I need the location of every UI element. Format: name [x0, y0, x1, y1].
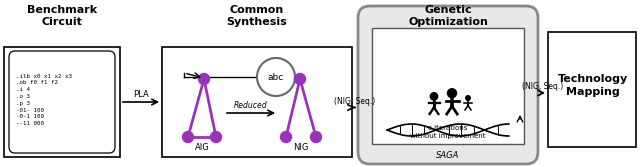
Circle shape	[211, 131, 221, 142]
Text: AIG: AIG	[195, 143, 209, 152]
Text: Reduced: Reduced	[234, 101, 268, 110]
Circle shape	[465, 95, 471, 101]
Text: Benchmark
Circuit: Benchmark Circuit	[27, 5, 97, 27]
Bar	[372, 28, 524, 144]
Text: .ilb x0 x1 x2 x3
.ob f0 f1 f2
.i 4
.o 3
.p 3
-01- 100
-0-1 100
--11 000: .ilb x0 x1 x2 x3 .ob f0 f1 f2 .i 4 .o 3 …	[16, 74, 72, 126]
Circle shape	[310, 131, 321, 142]
Circle shape	[429, 92, 438, 101]
Text: (NIG, Seq.): (NIG, Seq.)	[334, 97, 376, 106]
Text: c iterations
without improvement: c iterations without improvement	[410, 125, 486, 139]
Circle shape	[182, 131, 193, 142]
Bar	[548, 32, 636, 147]
Text: Common
Synthesis: Common Synthesis	[227, 5, 287, 27]
Text: Genetic
Optimization: Genetic Optimization	[408, 5, 488, 27]
Bar	[4, 47, 120, 157]
Bar	[162, 47, 352, 157]
Circle shape	[257, 58, 295, 96]
Circle shape	[280, 131, 291, 142]
Text: PLA: PLA	[133, 90, 149, 99]
FancyBboxPatch shape	[358, 6, 538, 164]
FancyBboxPatch shape	[9, 51, 115, 153]
Circle shape	[294, 73, 305, 85]
Text: abc: abc	[268, 72, 284, 81]
Text: NIG: NIG	[293, 143, 308, 152]
Circle shape	[447, 88, 457, 98]
Text: SAGA: SAGA	[436, 151, 460, 160]
Text: Technology
Mapping: Technology Mapping	[558, 74, 628, 97]
Circle shape	[198, 73, 209, 85]
Text: (NIG, Seq.): (NIG, Seq.)	[522, 82, 564, 91]
